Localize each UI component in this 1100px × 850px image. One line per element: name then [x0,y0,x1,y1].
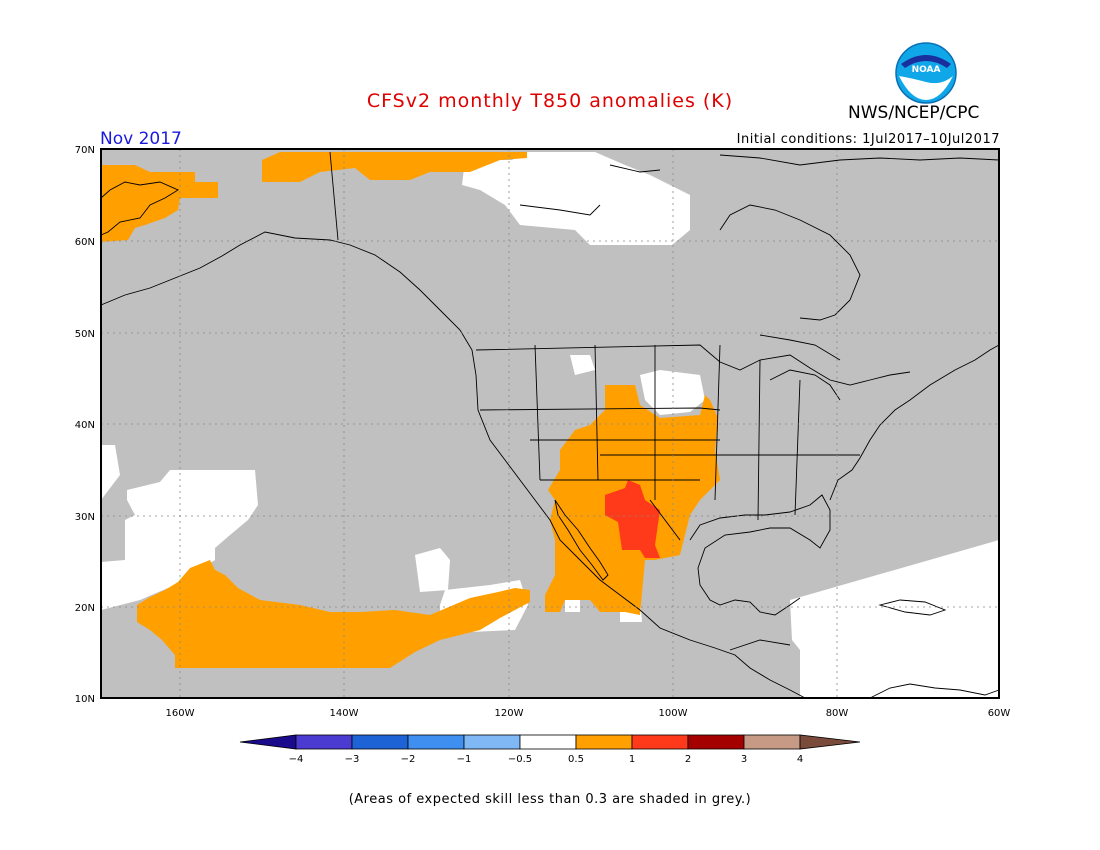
lat-label-70n: 70N [75,145,95,156]
white-regions [101,152,999,698]
coastlines [100,151,1000,699]
lat-label-20n: 20N [75,603,95,614]
forecast-month: Nov 2017 [100,129,182,149]
colorbar-bin-8 [687,734,745,750]
red-regions [605,480,660,558]
colorbar-label: −2 [401,754,416,765]
lat-label-50n: 50N [75,329,95,340]
colorbar-label: −1 [457,754,472,765]
lat-labels: 70N 60N 50N 40N 30N 20N 10N [75,145,95,705]
colorbar-label: 0.5 [568,754,584,765]
colorbar-bin-6 [575,734,633,750]
gridlines [101,149,999,698]
colorbar-bin-3 [407,734,465,750]
lon-label-60w: 60W [988,708,1011,719]
colorbar-bin-9 [743,734,801,750]
lon-label-120w: 120W [495,708,524,719]
agency-label: NWS/NCEP/CPC [848,103,980,123]
colorbar-bin-2 [351,734,409,750]
colorbar-label: −4 [289,754,304,765]
colorbar-bin-1 [295,734,353,750]
lat-label-60n: 60N [75,237,95,248]
lat-label-10n: 10N [75,694,95,705]
colorbar-low-arrow [239,734,297,750]
colorbar [239,734,861,750]
colorbar-label: 2 [685,754,691,765]
colorbar-labels: −4 −3 −2 −1 −0.5 0.5 1 2 3 4 [289,754,804,765]
lat-label-40n: 40N [75,420,95,431]
colorbar-label: 4 [797,754,803,765]
colorbar-high-arrow [799,734,861,750]
initial-conditions: Initial conditions: 1Jul2017–10Jul2017 [736,132,1000,147]
lon-label-140w: 140W [330,708,359,719]
colorbar-label: 3 [741,754,747,765]
colorbar-bin-4 [463,734,521,750]
noaa-logo: NOAA [895,42,957,104]
colorbar-label: −3 [345,754,360,765]
chart-title: CFSv2 monthly T850 anomalies (K) [366,90,734,112]
lon-label-80w: 80W [826,708,849,719]
colorbar-label: 1 [629,754,635,765]
lon-labels: 160W 140W 120W 100W 80W 60W [166,708,1011,719]
colorbar-bin-7 [631,734,689,750]
map-frame [100,148,1000,699]
lon-label-100w: 100W [659,708,688,719]
colorbar-bin-5 [519,734,577,750]
svg-text:NOAA: NOAA [912,65,941,75]
skill-footnote: (Areas of expected skill less than 0.3 a… [348,792,752,807]
colorbar-label: −0.5 [508,754,532,765]
lat-label-30n: 30N [75,512,95,523]
lon-label-160w: 160W [166,708,195,719]
